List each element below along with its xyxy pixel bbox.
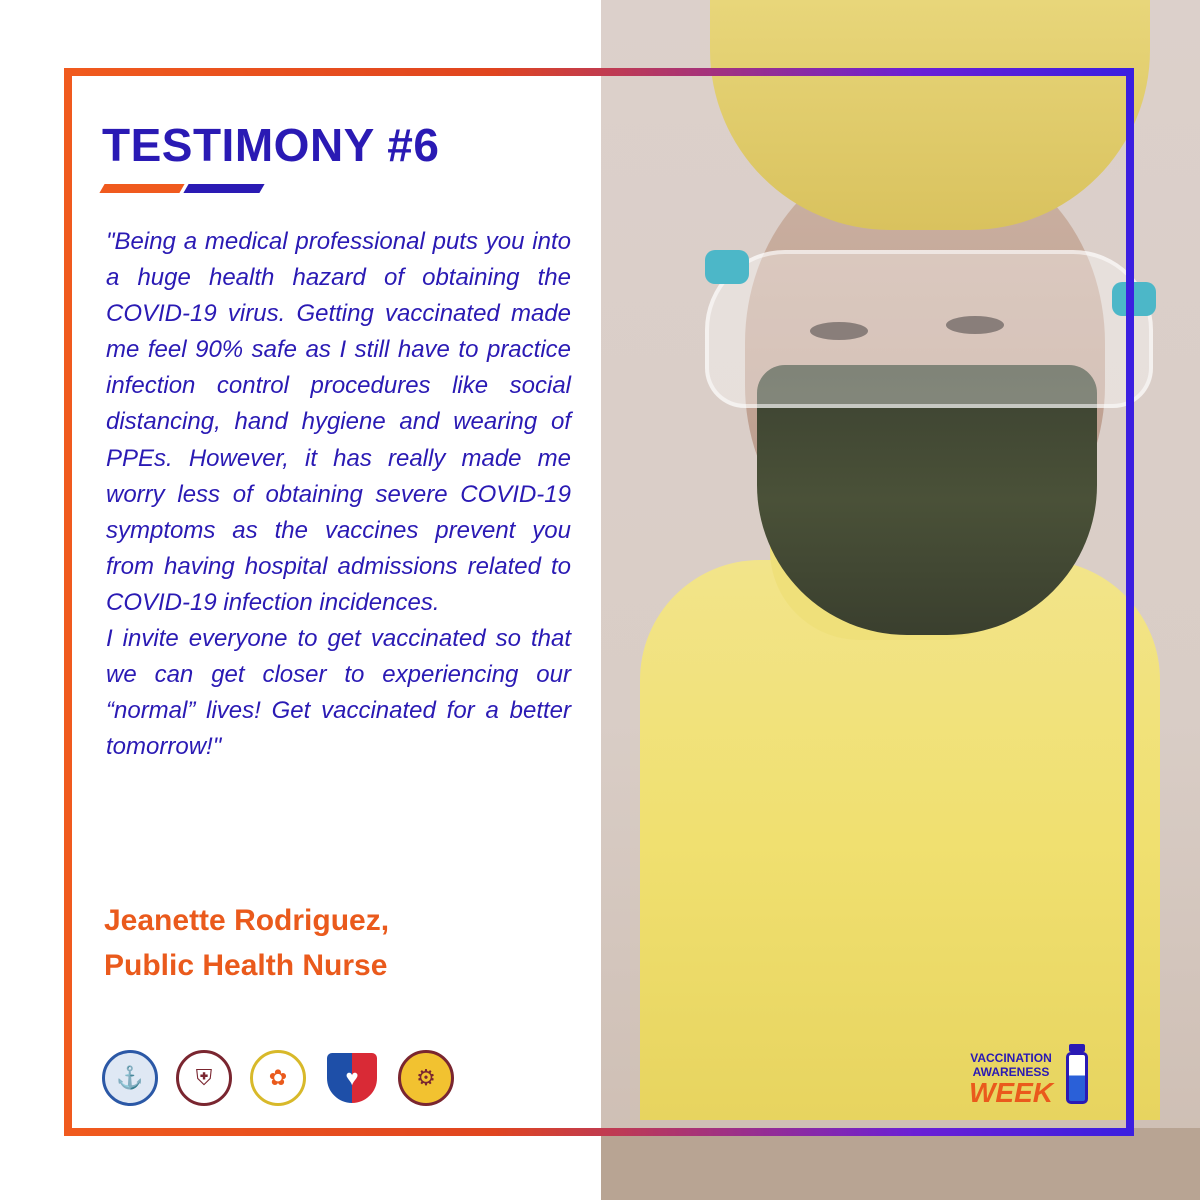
testimony-quote: "Being a medical professional puts you i…: [106, 224, 571, 765]
vaccine-vial-icon: [1066, 1052, 1088, 1104]
photo-bottom-band: [601, 1128, 1200, 1200]
title-underline-orange: [99, 184, 185, 193]
author-block: Jeanette Rodriguez, Public Health Nurse: [104, 898, 389, 988]
quote-paragraph-2: I invite everyone to get vaccinated so t…: [106, 625, 571, 761]
campaign-line-3: WEEK: [969, 1077, 1053, 1108]
gear-seal-logo: ⚙: [398, 1050, 454, 1106]
vaccination-awareness-week-logo: VACCINATION AWARENESS WEEK: [948, 1044, 1098, 1110]
quote-paragraph-1: "Being a medical professional puts you i…: [106, 228, 571, 616]
seal-logo-1: ⚓: [102, 1050, 158, 1106]
campaign-line-2: AWARENESS: [972, 1065, 1050, 1079]
campaign-line-1: VACCINATION: [970, 1051, 1052, 1065]
gradient-frame: [64, 68, 1134, 1136]
vial-cap-icon: [1069, 1044, 1085, 1052]
seal-logo-2: ⛨: [176, 1050, 232, 1106]
author-role: Public Health Nurse: [104, 949, 388, 982]
partner-logos: ⚓ ⛨ ✿ ♥ ⚙: [102, 1050, 454, 1106]
testimony-title: TESTIMONY #6: [102, 119, 440, 171]
author-name: Jeanette Rodriguez,: [104, 904, 390, 937]
title-underline-blue: [183, 184, 265, 193]
crest-logo: ♥: [324, 1050, 380, 1106]
puzzle-logo: ✿: [250, 1050, 306, 1106]
